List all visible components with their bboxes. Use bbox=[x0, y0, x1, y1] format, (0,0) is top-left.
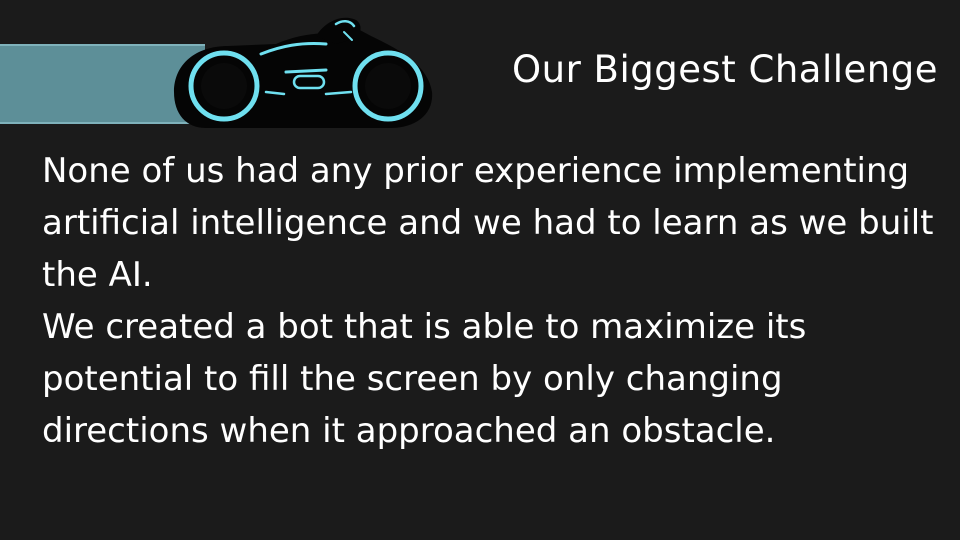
light-cycle-icon bbox=[174, 17, 433, 128]
slide-body: None of us had any prior experience impl… bbox=[42, 145, 942, 457]
body-paragraph: We created a bot that is able to maximiz… bbox=[42, 307, 807, 451]
light-trail bbox=[0, 44, 205, 124]
body-paragraph: None of us had any prior experience impl… bbox=[42, 151, 934, 295]
slide-title: Our Biggest Challenge bbox=[512, 48, 938, 91]
